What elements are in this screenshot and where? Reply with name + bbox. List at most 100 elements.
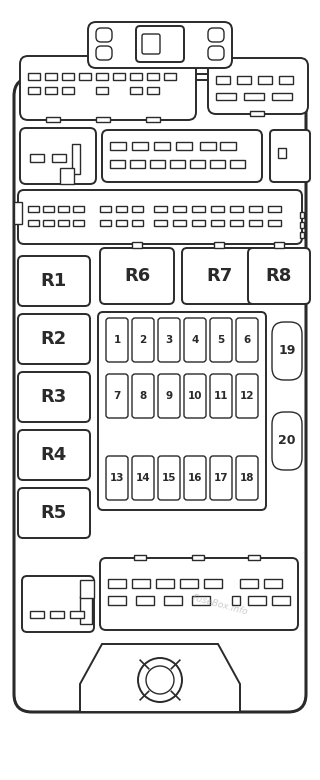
Text: 11: 11 [214, 391, 228, 401]
Bar [211, 220, 224, 226]
Bar [156, 579, 174, 588]
Text: R6: R6 [124, 267, 150, 285]
FancyBboxPatch shape [248, 248, 310, 304]
Bar [147, 87, 159, 94]
Bar [30, 611, 44, 618]
Bar [28, 73, 40, 80]
Text: 10: 10 [188, 391, 202, 401]
Bar [147, 73, 159, 80]
Bar [45, 73, 57, 80]
FancyBboxPatch shape [132, 456, 154, 500]
FancyBboxPatch shape [22, 576, 94, 632]
FancyBboxPatch shape [96, 28, 112, 42]
Bar [108, 579, 126, 588]
Bar [192, 220, 205, 226]
FancyBboxPatch shape [18, 256, 90, 306]
Bar [52, 154, 66, 162]
FancyBboxPatch shape [132, 318, 154, 362]
Bar [116, 206, 127, 212]
Bar [150, 160, 165, 168]
Bar [58, 220, 69, 226]
FancyBboxPatch shape [208, 58, 308, 114]
FancyBboxPatch shape [18, 430, 90, 480]
Text: 16: 16 [188, 473, 202, 483]
FancyBboxPatch shape [208, 28, 224, 42]
Bar [96, 117, 110, 122]
Bar [130, 73, 142, 80]
Bar [272, 93, 292, 100]
Bar [132, 242, 142, 248]
Bar [164, 73, 176, 80]
Bar [230, 206, 243, 212]
Bar [154, 206, 167, 212]
Bar [216, 76, 230, 84]
Bar [80, 596, 92, 624]
FancyBboxPatch shape [132, 374, 154, 418]
FancyBboxPatch shape [96, 46, 112, 60]
Text: 13: 13 [110, 473, 124, 483]
Bar [176, 142, 192, 150]
Bar [170, 160, 185, 168]
Bar [180, 579, 198, 588]
Bar [211, 206, 224, 212]
Circle shape [138, 658, 182, 702]
Bar [250, 111, 264, 116]
FancyBboxPatch shape [20, 56, 196, 120]
Text: R7: R7 [206, 267, 232, 285]
Text: 1: 1 [113, 335, 121, 345]
FancyBboxPatch shape [182, 248, 256, 304]
Bar [272, 596, 290, 605]
Bar [110, 142, 126, 150]
Text: 19: 19 [278, 345, 296, 357]
Bar [279, 76, 293, 84]
Bar [230, 220, 243, 226]
FancyBboxPatch shape [18, 488, 90, 538]
FancyBboxPatch shape [14, 78, 306, 712]
Bar [80, 580, 94, 598]
FancyBboxPatch shape [158, 456, 180, 500]
Text: 2: 2 [140, 335, 147, 345]
Bar [43, 206, 54, 212]
Polygon shape [96, 698, 224, 712]
Bar [249, 206, 262, 212]
Bar [237, 76, 251, 84]
Text: 18: 18 [240, 473, 254, 483]
Bar [73, 220, 84, 226]
Text: R4: R4 [41, 446, 67, 464]
FancyBboxPatch shape [106, 374, 128, 418]
Bar [274, 242, 284, 248]
Text: R1: R1 [41, 272, 67, 290]
Bar [192, 555, 204, 560]
Bar [46, 117, 60, 122]
Bar [60, 168, 74, 184]
Bar [132, 142, 148, 150]
Text: 5: 5 [217, 335, 225, 345]
Bar [30, 154, 44, 162]
Bar [62, 87, 74, 94]
FancyBboxPatch shape [158, 318, 180, 362]
FancyBboxPatch shape [184, 374, 206, 418]
Bar [70, 611, 84, 618]
Text: 8: 8 [140, 391, 147, 401]
Bar [230, 160, 245, 168]
FancyBboxPatch shape [18, 314, 90, 364]
Bar [220, 142, 236, 150]
FancyBboxPatch shape [18, 190, 302, 244]
Text: 6: 6 [244, 335, 251, 345]
Text: 12: 12 [240, 391, 254, 401]
FancyBboxPatch shape [272, 322, 302, 380]
Bar [116, 220, 127, 226]
Bar [134, 555, 146, 560]
Bar [258, 76, 272, 84]
Bar [264, 579, 282, 588]
FancyBboxPatch shape [88, 22, 232, 68]
FancyBboxPatch shape [184, 456, 206, 500]
Bar [96, 87, 108, 94]
Bar [45, 87, 57, 94]
FancyBboxPatch shape [100, 248, 174, 304]
Bar [130, 87, 142, 94]
Bar [110, 160, 125, 168]
Bar [200, 142, 216, 150]
Bar [278, 148, 286, 158]
Bar [164, 596, 182, 605]
